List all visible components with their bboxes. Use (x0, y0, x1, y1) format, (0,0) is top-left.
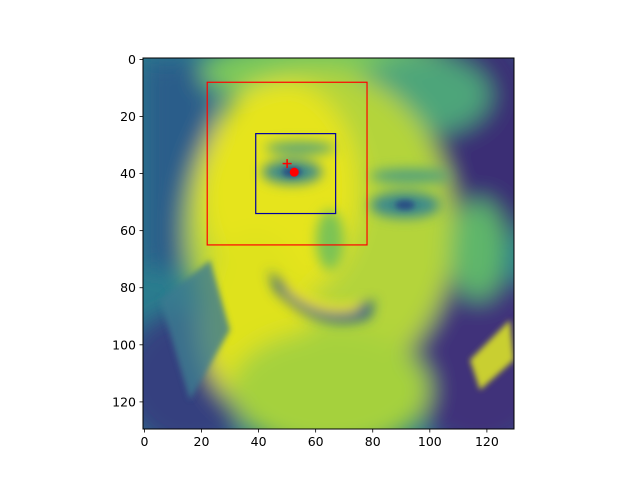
y-tick-label: 120 (112, 394, 136, 409)
image-heatmap (143, 58, 514, 429)
x-axis: 0 20 40 60 80 100 120 (140, 429, 499, 449)
outer-box (206, 81, 368, 246)
x-tick-label: 0 (140, 434, 148, 449)
y-tick-label: 0 (128, 52, 136, 67)
y-axis: 0 20 40 60 80 100 120 (112, 52, 143, 409)
inner-box (255, 133, 337, 215)
x-tick-label: 80 (365, 434, 381, 449)
y-tick-label: 60 (120, 223, 136, 238)
x-tick-label: 60 (308, 434, 324, 449)
x-tick-label: 100 (418, 434, 442, 449)
y-tick-label: 40 (120, 166, 136, 181)
dot-marker (289, 167, 299, 177)
plus-marker (282, 159, 292, 169)
x-tick-label: 120 (475, 434, 499, 449)
x-tick-label: 40 (251, 434, 267, 449)
overlay-layer (206, 81, 368, 246)
axes-frame (142, 57, 515, 430)
y-tick-label: 80 (120, 280, 136, 295)
y-tick-label: 100 (112, 337, 136, 352)
y-tick-label: 20 (120, 109, 136, 124)
x-tick-label: 20 (194, 434, 210, 449)
